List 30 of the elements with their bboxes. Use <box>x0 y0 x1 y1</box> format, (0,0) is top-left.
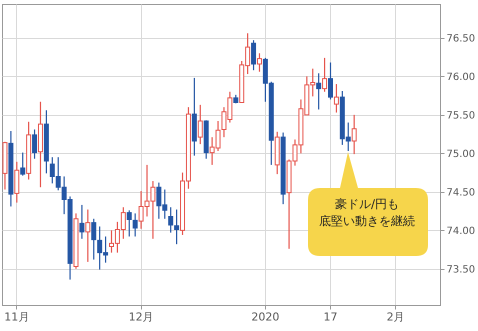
y-tick-label: 75.50 <box>446 110 476 122</box>
candlestick <box>32 128 38 160</box>
candlestick <box>85 208 90 262</box>
candlestick <box>126 210 132 238</box>
x-tick-label: 2020 <box>251 310 280 324</box>
candlestick <box>251 40 256 71</box>
y-tick-label: 74.50 <box>446 187 476 198</box>
y-tick-label: 76.00 <box>446 72 476 83</box>
candlestick <box>91 218 96 260</box>
candlestick <box>256 52 262 72</box>
y-tick-label: 76.50 <box>446 33 476 44</box>
annotation: 豪ドル/円も <box>334 197 400 211</box>
x-tick-label: 11月 <box>4 310 30 324</box>
annotation: 底堅い動きを継続 <box>319 214 415 228</box>
candlestick <box>20 152 26 176</box>
candlestick <box>352 114 357 155</box>
x-tick-label: 17 <box>324 310 338 324</box>
candlestick <box>14 161 20 204</box>
candlestick <box>316 72 322 110</box>
candlestick <box>132 212 138 238</box>
candlestick <box>334 83 339 114</box>
y-tick-label: 74.00 <box>446 226 476 237</box>
x-tick-label: 12月 <box>128 310 154 324</box>
candlestick <box>328 62 333 100</box>
y-tick-label: 73.50 <box>446 264 476 276</box>
y-tick-label: 75.00 <box>446 148 476 160</box>
candlestick <box>79 204 84 240</box>
x-tick-label: 2月 <box>386 310 405 324</box>
candlestick <box>322 57 328 92</box>
candlestick <box>198 104 203 145</box>
